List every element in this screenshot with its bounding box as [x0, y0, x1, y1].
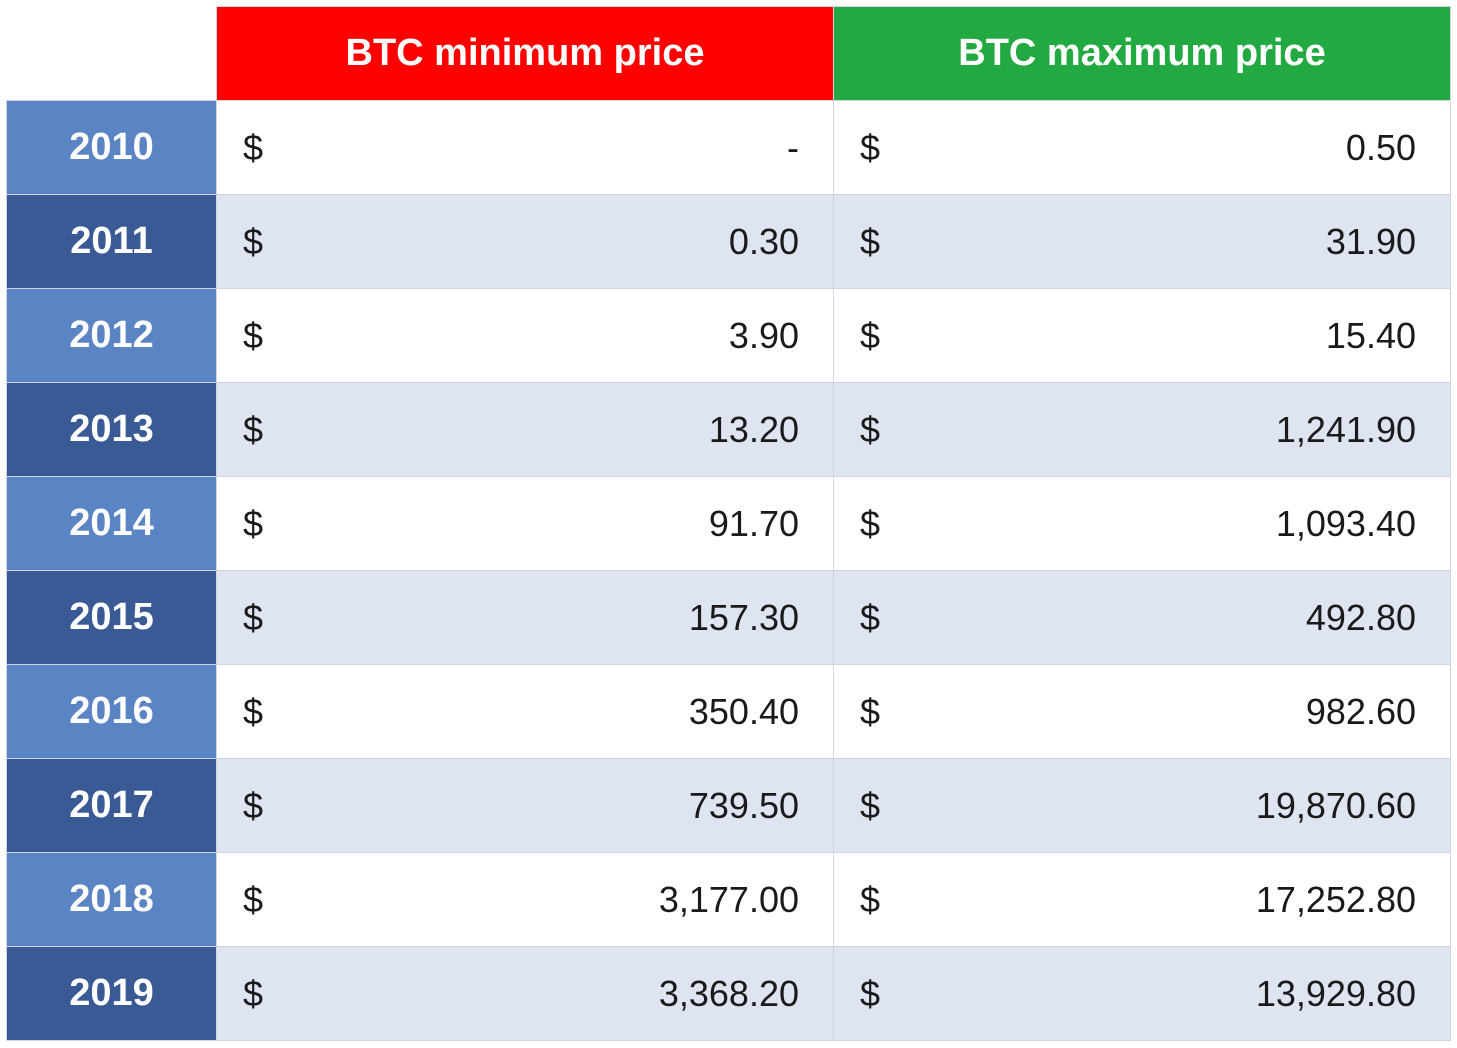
- year-cell: 2011: [7, 195, 217, 289]
- currency-symbol: $: [860, 315, 880, 357]
- currency-symbol: $: [243, 785, 263, 827]
- currency-symbol: $: [860, 691, 880, 733]
- max-price-cell: $17,252.80: [834, 853, 1451, 947]
- year-cell: 2014: [7, 477, 217, 571]
- table-row: 2019$3,368.20$13,929.80: [7, 947, 1451, 1041]
- year-cell: 2016: [7, 665, 217, 759]
- max-price-cell-value: 31.90: [1326, 221, 1416, 263]
- max-price-cell: $1,093.40: [834, 477, 1451, 571]
- year-cell: 2013: [7, 383, 217, 477]
- year-cell: 2015: [7, 571, 217, 665]
- min-price-cell-value: 3,368.20: [659, 973, 799, 1015]
- max-price-cell-value: 15.40: [1326, 315, 1416, 357]
- currency-symbol: $: [243, 503, 263, 545]
- max-price-cell-value: 19,870.60: [1256, 785, 1416, 827]
- min-price-cell-value: 91.70: [709, 503, 799, 545]
- min-price-cell-value: 157.30: [689, 597, 799, 639]
- min-price-cell: $91.70: [217, 477, 834, 571]
- currency-symbol: $: [860, 409, 880, 451]
- table-row: 2015$157.30$492.80: [7, 571, 1451, 665]
- table-row: 2010$-$0.50: [7, 101, 1451, 195]
- max-price-cell-value: 1,241.90: [1276, 409, 1416, 451]
- currency-symbol: $: [860, 785, 880, 827]
- min-price-cell-value: 13.20: [709, 409, 799, 451]
- table-row: 2018$3,177.00$17,252.80: [7, 853, 1451, 947]
- max-price-cell-value: 0.50: [1346, 127, 1416, 169]
- year-cell: 2018: [7, 853, 217, 947]
- min-price-cell: $157.30: [217, 571, 834, 665]
- currency-symbol: $: [243, 409, 263, 451]
- min-price-cell: $3,368.20: [217, 947, 834, 1041]
- currency-symbol: $: [243, 221, 263, 263]
- currency-symbol: $: [860, 221, 880, 263]
- currency-symbol: $: [860, 127, 880, 169]
- table-row: 2011$0.30$31.90: [7, 195, 1451, 289]
- min-price-cell-value: 350.40: [689, 691, 799, 733]
- max-price-cell: $1,241.90: [834, 383, 1451, 477]
- max-price-cell: $13,929.80: [834, 947, 1451, 1041]
- currency-symbol: $: [243, 597, 263, 639]
- min-price-cell-value: 739.50: [689, 785, 799, 827]
- min-price-cell-value: 3,177.00: [659, 879, 799, 921]
- min-price-cell-value: -: [787, 127, 799, 169]
- header-max-price: BTC maximum price: [834, 7, 1451, 101]
- min-price-cell: $3,177.00: [217, 853, 834, 947]
- btc-price-table: BTC minimum price BTC maximum price 2010…: [6, 6, 1451, 1041]
- min-price-cell-value: 0.30: [729, 221, 799, 263]
- table-row: 2014$91.70$1,093.40: [7, 477, 1451, 571]
- max-price-cell: $982.60: [834, 665, 1451, 759]
- table-row: 2017$739.50$19,870.60: [7, 759, 1451, 853]
- max-price-cell-value: 982.60: [1306, 691, 1416, 733]
- max-price-cell: $19,870.60: [834, 759, 1451, 853]
- table-header-row: BTC minimum price BTC maximum price: [7, 7, 1451, 101]
- year-cell: 2019: [7, 947, 217, 1041]
- min-price-cell: $13.20: [217, 383, 834, 477]
- max-price-cell: $15.40: [834, 289, 1451, 383]
- table-row: 2013$13.20$1,241.90: [7, 383, 1451, 477]
- max-price-cell-value: 492.80: [1306, 597, 1416, 639]
- currency-symbol: $: [860, 879, 880, 921]
- min-price-cell: $350.40: [217, 665, 834, 759]
- max-price-cell: $0.50: [834, 101, 1451, 195]
- max-price-cell: $492.80: [834, 571, 1451, 665]
- currency-symbol: $: [243, 691, 263, 733]
- min-price-cell: $0.30: [217, 195, 834, 289]
- header-corner-blank: [7, 7, 217, 101]
- currency-symbol: $: [243, 879, 263, 921]
- header-min-price: BTC minimum price: [217, 7, 834, 101]
- max-price-cell-value: 1,093.40: [1276, 503, 1416, 545]
- currency-symbol: $: [860, 503, 880, 545]
- min-price-cell: $739.50: [217, 759, 834, 853]
- year-cell: 2012: [7, 289, 217, 383]
- currency-symbol: $: [860, 973, 880, 1015]
- min-price-cell: $3.90: [217, 289, 834, 383]
- max-price-cell-value: 17,252.80: [1256, 879, 1416, 921]
- min-price-cell-value: 3.90: [729, 315, 799, 357]
- currency-symbol: $: [860, 597, 880, 639]
- year-cell: 2010: [7, 101, 217, 195]
- max-price-cell-value: 13,929.80: [1256, 973, 1416, 1015]
- currency-symbol: $: [243, 127, 263, 169]
- year-cell: 2017: [7, 759, 217, 853]
- table-row: 2012$3.90$15.40: [7, 289, 1451, 383]
- table-row: 2016$350.40$982.60: [7, 665, 1451, 759]
- currency-symbol: $: [243, 973, 263, 1015]
- currency-symbol: $: [243, 315, 263, 357]
- min-price-cell: $-: [217, 101, 834, 195]
- max-price-cell: $31.90: [834, 195, 1451, 289]
